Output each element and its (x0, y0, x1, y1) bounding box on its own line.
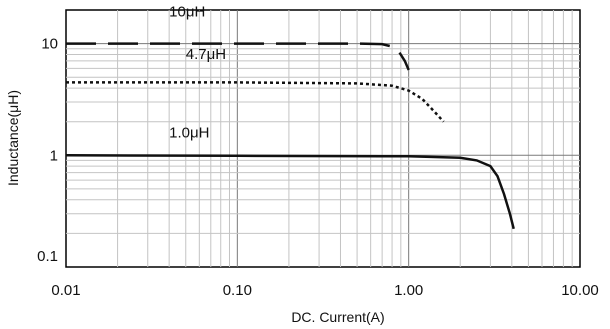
x-axis-title: DC. Current(A) (291, 309, 384, 325)
series-label: 10μH (169, 3, 205, 20)
x-tick-label: 10.00 (561, 282, 599, 299)
x-tick-label: 1.00 (394, 282, 423, 299)
series-lines (65, 42, 515, 230)
series-line-long-dash (66, 42, 410, 71)
series-label: 4.7μH (186, 46, 226, 63)
y-tick-label: 1 (50, 147, 58, 164)
series-labels: 10μH 4.7μH 1.0μH (169, 3, 226, 141)
tick-labels: 0.01 0.10 1.00 10.00 0.1 1 10 (37, 36, 599, 299)
x-tick-label: 0.10 (223, 282, 252, 299)
series-line-wavy-dotted (66, 81, 445, 123)
series-label: 1.0μH (169, 124, 209, 141)
y-tick-label: 10 (41, 36, 58, 53)
series-line-solid (65, 154, 515, 230)
y-tick-label: 0.1 (37, 248, 58, 265)
x-tick-label: 0.01 (51, 282, 80, 299)
plot-frame (65, 9, 581, 268)
y-axis-title: Inductance(μH) (5, 90, 21, 186)
